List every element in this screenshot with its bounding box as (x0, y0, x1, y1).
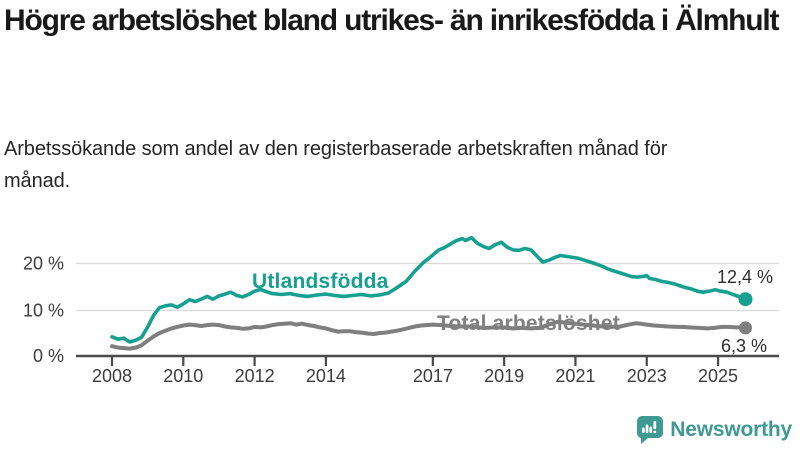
x-tick-label: 2012 (235, 366, 275, 386)
series-value-label: 6,3 % (721, 336, 767, 356)
bar-chart-exclamation-speech-bubble-icon (637, 416, 664, 444)
y-tick-label: 10 % (23, 301, 64, 321)
x-tick-label: 2017 (413, 366, 453, 386)
newsworthy-wordmark: Newsworthy (670, 418, 792, 441)
series-label: Utlandsfödda (252, 270, 389, 293)
newsworthy-logo: Newsworthy (637, 416, 792, 444)
series-line (110, 235, 748, 344)
series-line (110, 319, 748, 351)
series-end-dot (738, 292, 753, 307)
x-tick-label: 2019 (484, 366, 524, 386)
chart-subtitle: Arbetssökande som andel av den registerb… (4, 138, 668, 192)
y-tick-label: 20 % (23, 254, 64, 274)
series-label: Total arbetslöshet (437, 312, 620, 335)
y-tick-label: 0 % (33, 346, 64, 366)
x-tick-label: 2025 (698, 366, 738, 386)
x-tick-label: 2008 (92, 366, 132, 386)
x-tick-label: 2014 (306, 366, 346, 386)
x-tick-label: 2023 (627, 366, 667, 386)
series-value-label: 12,4 % (717, 267, 773, 287)
x-tick-label: 2021 (555, 366, 595, 386)
chart-title: Högre arbetslöshet bland utrikes- än inr… (4, 4, 780, 37)
x-tick-label: 2010 (163, 366, 203, 386)
series-end-dot (739, 321, 752, 335)
newsworthy-icon (637, 416, 664, 444)
